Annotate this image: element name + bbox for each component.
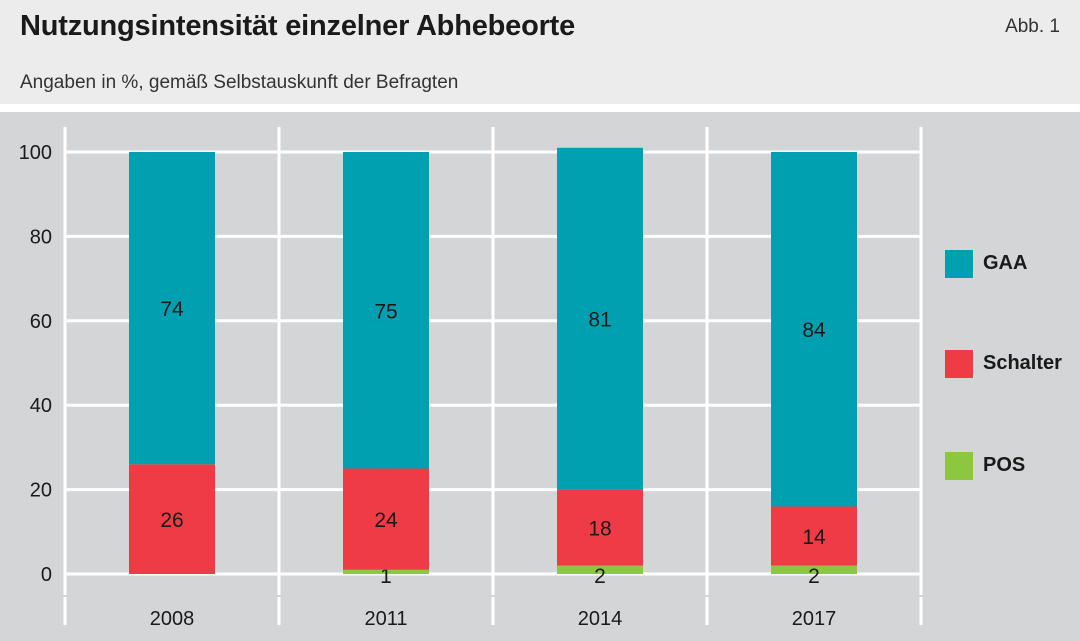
y-tick-label: 60 xyxy=(30,311,52,333)
legend-swatch xyxy=(945,250,973,278)
bar-gaa-2014 xyxy=(557,147,643,490)
legend-swatch xyxy=(945,452,973,480)
x-tick-label: 2008 xyxy=(150,608,195,630)
legend-label: GAA xyxy=(983,252,1028,274)
legend-label: Schalter xyxy=(983,352,1062,374)
chart-header: Nutzungsintensität einzelner Abhebeorte … xyxy=(0,0,1080,104)
x-tick-label: 2011 xyxy=(364,608,407,630)
bar-schalter-2017 xyxy=(771,506,857,566)
legend-swatch xyxy=(945,350,973,378)
data-label-pos-2011: 1 xyxy=(380,565,392,588)
bar-schalter-2011 xyxy=(343,468,429,570)
bar-schalter-2014 xyxy=(557,489,643,566)
bar-gaa-2008 xyxy=(129,152,215,465)
data-label-schalter-2017: 14 xyxy=(802,526,826,549)
y-tick-label: 20 xyxy=(30,480,52,502)
x-tick-label: 2017 xyxy=(792,608,837,630)
data-label-pos-2017: 2 xyxy=(808,565,820,588)
bar-pos-2014 xyxy=(557,565,643,574)
bar-gaa-2011 xyxy=(343,152,429,469)
legend-label: POS xyxy=(983,454,1026,476)
figure-reference: Abb. 1 xyxy=(1005,16,1060,37)
y-tick-label: 0 xyxy=(41,564,52,586)
data-label-schalter-2014: 18 xyxy=(588,518,611,541)
chart-subtitle: Angaben in %, gemäß Selbstauskunft der B… xyxy=(20,72,459,93)
bar-pos-2017 xyxy=(771,565,857,574)
data-label-gaa-2014: 81 xyxy=(588,309,611,332)
bar-gaa-2017 xyxy=(771,152,857,507)
y-tick-label: 100 xyxy=(19,142,52,164)
y-tick-label: 40 xyxy=(30,395,52,417)
data-label-schalter-2011: 24 xyxy=(374,509,398,532)
data-label-schalter-2008: 26 xyxy=(160,509,183,532)
data-label-gaa-2011: 75 xyxy=(374,300,397,323)
data-label-pos-2014: 2 xyxy=(594,565,606,588)
y-tick-label: 80 xyxy=(30,226,52,248)
bar-schalter-2008 xyxy=(129,464,215,574)
data-label-gaa-2017: 84 xyxy=(802,319,826,342)
bar-pos-2011 xyxy=(343,569,429,574)
chart-title: Nutzungsintensität einzelner Abhebeorte xyxy=(20,10,576,42)
data-label-gaa-2008: 74 xyxy=(160,298,184,321)
x-tick-label: 2014 xyxy=(578,608,623,630)
